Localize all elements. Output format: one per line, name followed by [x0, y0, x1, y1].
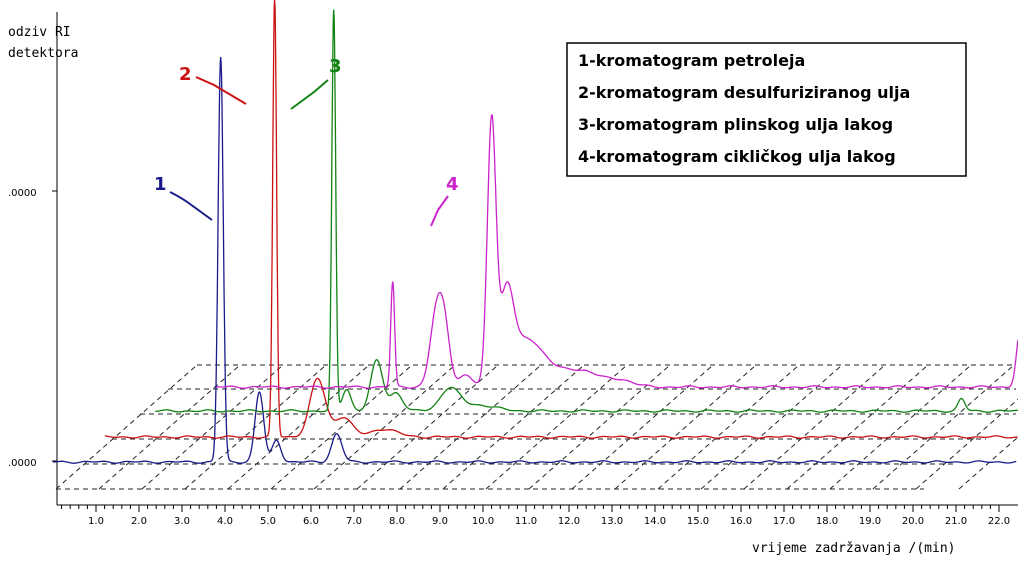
grid-line — [271, 365, 412, 489]
grid-line — [443, 365, 584, 489]
x-tick-label: 8.0 — [389, 516, 405, 527]
annotation-1: 1 — [154, 174, 212, 220]
x-tick-label: 3.0 — [174, 516, 190, 527]
annotation-2: 2 — [179, 64, 246, 104]
x-tick-label: 22.0 — [988, 516, 1010, 527]
grid-line — [142, 365, 283, 489]
y-tick-label-lower: .0000 — [8, 458, 37, 469]
x-tick-label: 19.0 — [859, 516, 881, 527]
grid-line — [56, 365, 197, 489]
legend-entry-1: 1-kromatogram petroleja — [578, 51, 805, 70]
annotation-4-leader — [431, 196, 448, 226]
grid-line — [357, 365, 498, 489]
annotation-4-label: 4 — [446, 174, 459, 195]
annotation-2-label: 2 — [179, 64, 192, 85]
annotation-4: 4 — [431, 174, 459, 226]
x-tick-label: 9.0 — [432, 516, 448, 527]
x-tick-label: 17.0 — [773, 516, 795, 527]
grid-line — [701, 365, 842, 489]
x-tick-label: 1.0 — [88, 516, 104, 527]
x-tick-label: 20.0 — [902, 516, 924, 527]
x-tick-label: 10.0 — [472, 516, 494, 527]
grid-line — [99, 365, 240, 489]
x-tick-label: 21.0 — [945, 516, 967, 527]
grid-line — [658, 365, 799, 489]
x-tick-label: 18.0 — [816, 516, 838, 527]
annotation-1-label: 1 — [154, 174, 167, 195]
grid-line — [787, 365, 928, 489]
x-tick-label: 13.0 — [601, 516, 623, 527]
x-tick-label: 2.0 — [131, 516, 147, 527]
legend-entry-2: 2-kromatogram desulfuriziranog ulja — [578, 83, 910, 102]
grid-line — [959, 365, 1018, 489]
x-axis-label: vrijeme zadržavanja /(min) — [752, 541, 956, 556]
legend-entry-4: 4-kromatogram cikličkog ulja lakog — [578, 147, 896, 166]
grid-line — [744, 365, 885, 489]
annotation-3-label: 3 — [329, 56, 342, 77]
grid-line — [185, 365, 326, 489]
annotation-3-leader — [291, 80, 328, 109]
x-tick-label: 14.0 — [644, 516, 666, 527]
grid-line — [873, 365, 1014, 489]
grid-line — [228, 365, 369, 489]
x-axis-ticks: 1.0 2.0 3.0 4.0 5.0 6.0 7.0 8.0 9.0 10.0 11.0 12.0 1… — [62, 505, 1011, 527]
x-tick-label: 11.0 — [515, 516, 537, 527]
y-axis-label-line2: detektora — [8, 46, 78, 61]
x-tick-label: 15.0 — [687, 516, 709, 527]
annotation-3: 3 — [291, 56, 342, 109]
x-tick-label: 5.0 — [260, 516, 276, 527]
grid-line — [572, 365, 713, 489]
x-tick-label: 6.0 — [303, 516, 319, 527]
grid-line — [916, 365, 1018, 489]
x-tick-label: 12.0 — [558, 516, 580, 527]
x-tick-label: 7.0 — [346, 516, 362, 527]
perspective-grid — [56, 365, 1018, 489]
x-tick-label: 16.0 — [730, 516, 752, 527]
x-tick-label: 4.0 — [217, 516, 233, 527]
annotation-1-leader — [170, 192, 212, 220]
grid-line — [486, 365, 627, 489]
y-axis-label-line1: odziv RI — [8, 25, 71, 40]
grid-line — [830, 365, 971, 489]
legend: 1-kromatogram petroleja 2-kromatogram de… — [567, 43, 966, 176]
y-tick-label-upper: .0000 — [8, 188, 37, 199]
legend-entry-3: 3-kromatogram plinskog ulja lakog — [578, 115, 893, 134]
grid-line — [529, 365, 670, 489]
